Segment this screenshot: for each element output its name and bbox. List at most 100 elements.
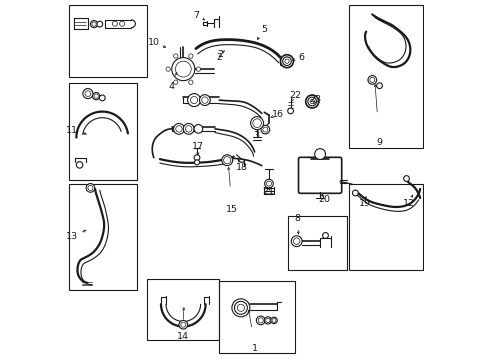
Bar bbox=[69, 5, 147, 77]
Circle shape bbox=[376, 83, 382, 89]
Circle shape bbox=[92, 93, 100, 100]
Text: 21: 21 bbox=[262, 187, 274, 196]
Circle shape bbox=[99, 95, 105, 101]
Circle shape bbox=[187, 94, 200, 107]
Text: 10: 10 bbox=[147, 38, 160, 47]
Text: 1: 1 bbox=[252, 344, 258, 353]
Circle shape bbox=[264, 179, 273, 188]
Circle shape bbox=[185, 126, 192, 132]
Circle shape bbox=[287, 108, 293, 114]
Circle shape bbox=[194, 125, 203, 133]
Circle shape bbox=[270, 317, 277, 324]
Text: 19: 19 bbox=[358, 199, 370, 208]
Bar bbox=[348, 184, 422, 270]
Circle shape bbox=[181, 322, 185, 327]
Circle shape bbox=[258, 318, 263, 323]
Circle shape bbox=[179, 320, 187, 329]
Circle shape bbox=[367, 76, 376, 84]
Bar bbox=[147, 279, 219, 340]
Circle shape bbox=[90, 21, 98, 28]
Bar bbox=[69, 184, 136, 290]
Bar bbox=[287, 216, 346, 270]
Text: 4: 4 bbox=[168, 82, 174, 91]
Circle shape bbox=[403, 176, 408, 181]
Text: 8: 8 bbox=[294, 215, 300, 223]
Circle shape bbox=[171, 58, 194, 81]
Circle shape bbox=[261, 125, 269, 134]
Text: 16: 16 bbox=[271, 110, 283, 119]
Bar bbox=[219, 281, 294, 353]
Circle shape bbox=[190, 96, 197, 104]
Text: 22: 22 bbox=[289, 91, 301, 100]
Circle shape bbox=[223, 157, 230, 164]
Circle shape bbox=[309, 99, 314, 104]
FancyBboxPatch shape bbox=[298, 157, 341, 193]
Circle shape bbox=[237, 304, 244, 311]
Text: 9: 9 bbox=[376, 138, 382, 147]
Circle shape bbox=[291, 236, 302, 247]
Circle shape bbox=[175, 61, 191, 77]
Circle shape bbox=[256, 316, 264, 325]
Circle shape bbox=[120, 21, 124, 26]
Circle shape bbox=[222, 155, 232, 166]
Text: 2: 2 bbox=[216, 53, 222, 62]
Text: 5: 5 bbox=[261, 25, 267, 34]
Circle shape bbox=[188, 80, 193, 84]
Circle shape bbox=[263, 127, 267, 132]
Circle shape bbox=[271, 319, 275, 322]
Bar bbox=[69, 83, 136, 180]
Circle shape bbox=[88, 185, 93, 190]
Circle shape bbox=[76, 162, 82, 168]
Text: 2: 2 bbox=[217, 50, 223, 59]
Circle shape bbox=[94, 94, 98, 98]
Circle shape bbox=[282, 57, 291, 66]
Circle shape bbox=[231, 299, 249, 317]
Circle shape bbox=[265, 318, 269, 323]
Text: 11: 11 bbox=[66, 126, 78, 135]
Circle shape bbox=[92, 22, 96, 26]
Text: 14: 14 bbox=[176, 333, 188, 341]
Circle shape bbox=[173, 54, 178, 58]
Text: 13: 13 bbox=[66, 233, 78, 242]
Text: 18: 18 bbox=[235, 163, 247, 172]
Circle shape bbox=[266, 181, 271, 186]
Text: 15: 15 bbox=[226, 205, 238, 214]
Circle shape bbox=[305, 95, 318, 108]
Text: 23: 23 bbox=[309, 95, 321, 104]
Text: 6: 6 bbox=[297, 53, 304, 62]
Circle shape bbox=[188, 54, 193, 58]
Circle shape bbox=[194, 155, 200, 161]
Text: 7: 7 bbox=[192, 11, 199, 20]
Text: 3: 3 bbox=[252, 131, 259, 140]
Circle shape bbox=[307, 97, 316, 106]
Circle shape bbox=[284, 59, 288, 63]
Circle shape bbox=[250, 117, 263, 130]
Text: 20: 20 bbox=[318, 195, 330, 204]
Circle shape bbox=[314, 149, 325, 159]
Circle shape bbox=[293, 238, 299, 244]
Circle shape bbox=[252, 119, 261, 127]
Circle shape bbox=[97, 21, 102, 27]
Circle shape bbox=[280, 55, 293, 68]
Bar bbox=[348, 5, 422, 148]
Circle shape bbox=[82, 89, 93, 99]
Circle shape bbox=[86, 184, 95, 192]
Circle shape bbox=[194, 160, 199, 165]
Circle shape bbox=[183, 123, 194, 134]
Circle shape bbox=[201, 97, 208, 103]
Circle shape bbox=[175, 126, 182, 132]
Circle shape bbox=[166, 67, 170, 71]
Circle shape bbox=[234, 301, 247, 314]
Circle shape bbox=[173, 123, 184, 134]
Circle shape bbox=[173, 80, 178, 84]
Circle shape bbox=[322, 233, 328, 238]
Circle shape bbox=[85, 91, 91, 96]
Circle shape bbox=[196, 67, 200, 71]
Circle shape bbox=[264, 317, 271, 324]
Text: 12: 12 bbox=[402, 199, 414, 208]
Circle shape bbox=[199, 95, 210, 105]
Text: 17: 17 bbox=[192, 143, 204, 152]
Circle shape bbox=[352, 190, 358, 196]
Circle shape bbox=[369, 77, 374, 82]
Circle shape bbox=[112, 21, 117, 26]
